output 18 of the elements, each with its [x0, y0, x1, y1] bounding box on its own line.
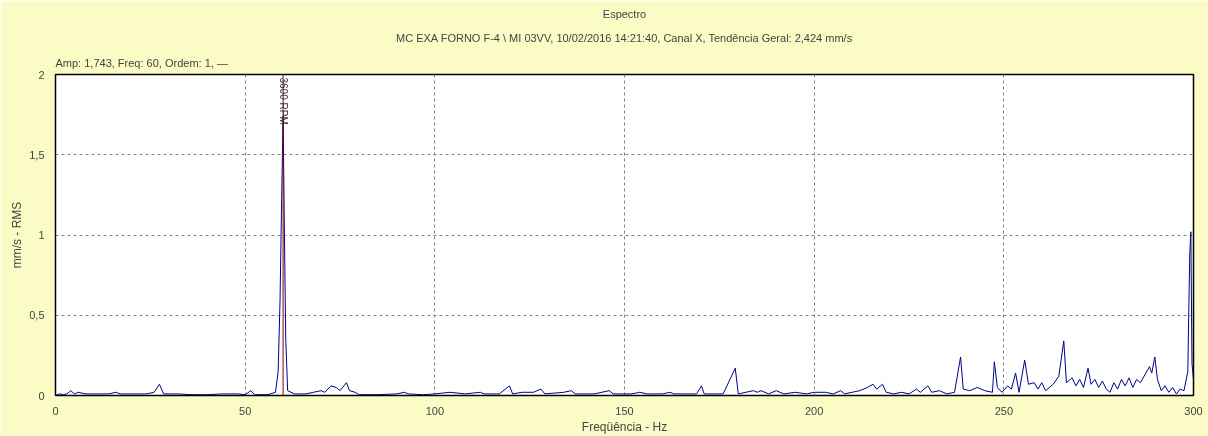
y-tick-label: 0 — [38, 389, 45, 402]
x-tick-label: 200 — [804, 404, 824, 417]
x-tick-label: 50 — [239, 404, 252, 417]
x-tick-label: 300 — [1184, 404, 1203, 417]
text: Amp: 1,743, Freq: 60, Ordem: 1, — — [55, 56, 228, 69]
chart-title: Espectro — [602, 7, 647, 20]
y-tick-label: 2 — [38, 68, 45, 81]
x-tick-label: 0 — [52, 404, 59, 417]
ref-line-label: 3600 RPM — [277, 77, 289, 125]
y-tick-label: 1 — [38, 229, 45, 241]
chart-subtitle: MC EXA FORNO F-4 \ MI 03VV, 10/02/2016 14:21:40, Canal X, Tendência Geral: 2,424 mm/s — [396, 31, 853, 44]
x-tick-label: 100 — [425, 404, 445, 417]
y-tick-label: 1,5 — [29, 148, 45, 161]
x-tick-label: 250 — [994, 404, 1014, 417]
y-axis-title: mm/s - RMS — [10, 201, 25, 269]
x-tick-label: 150 — [615, 404, 634, 417]
y-tick-label: 0,5 — [29, 309, 45, 322]
x-axis-title: Freqüência - Hz — [581, 419, 668, 434]
